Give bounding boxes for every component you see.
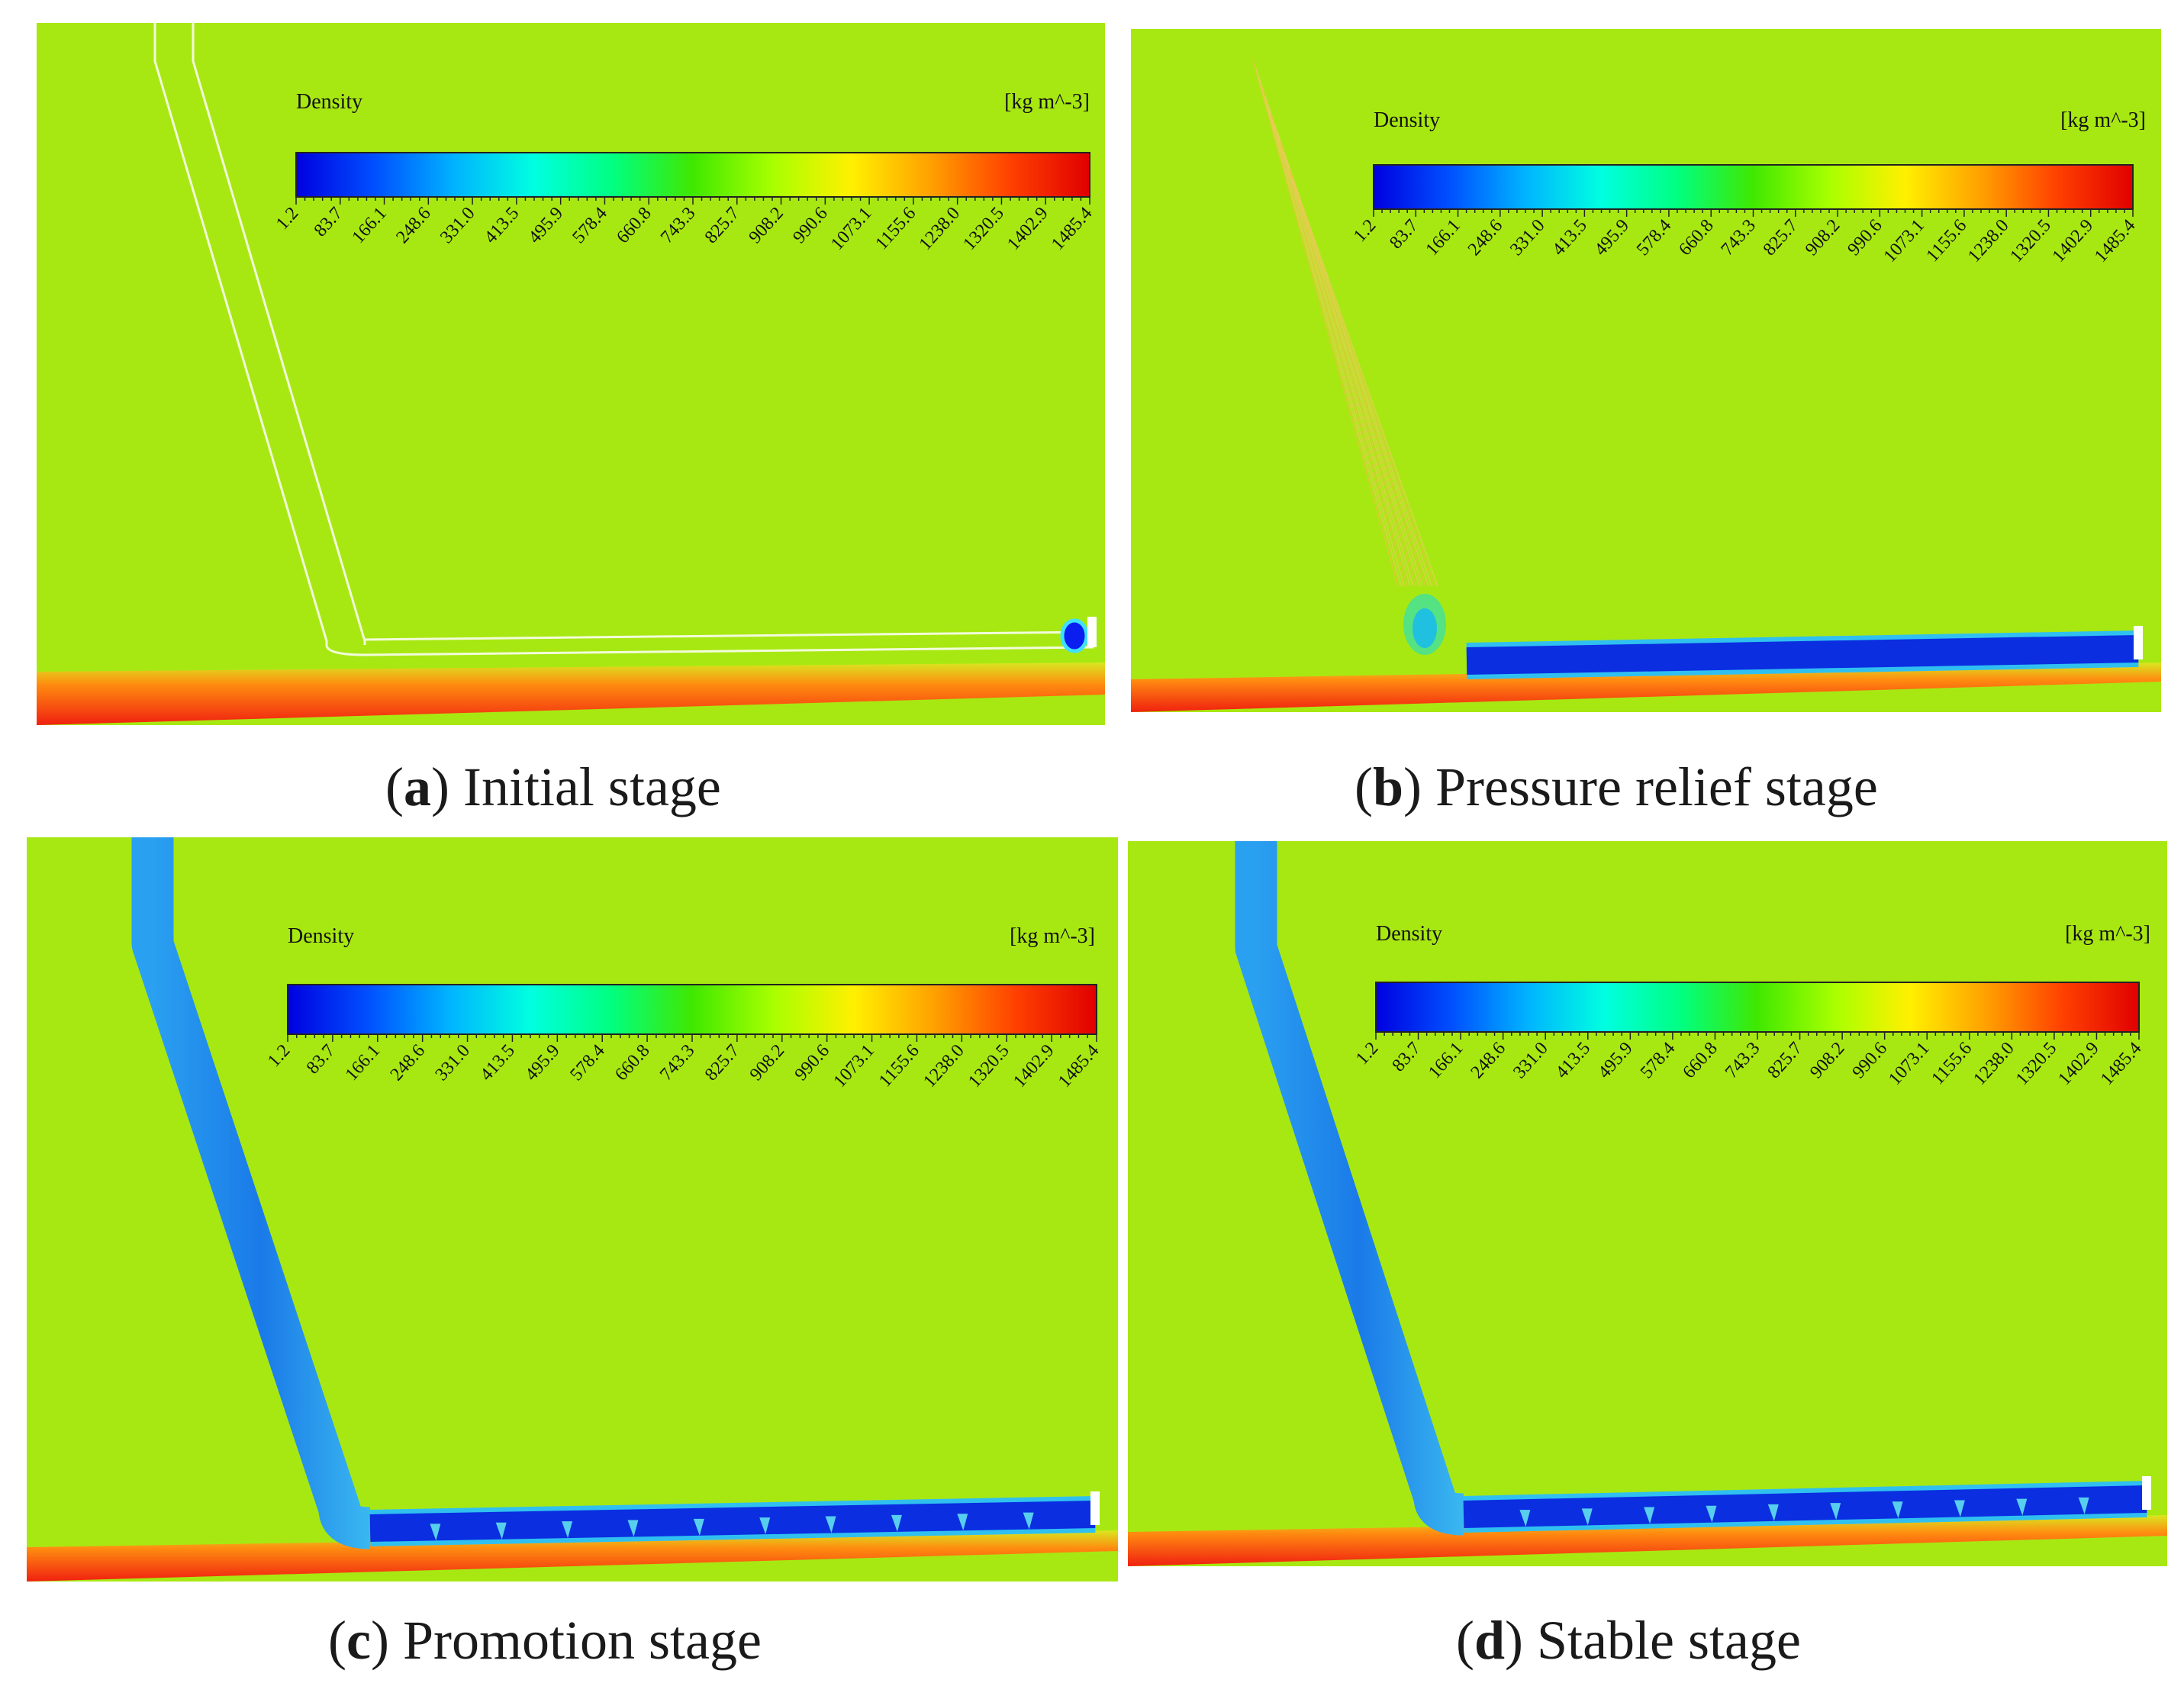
caption-c: (c) Promotion stage xyxy=(328,1610,762,1671)
jet-plume xyxy=(2016,1498,2028,1516)
colorbar-units: [kg m^-3] xyxy=(1004,90,1090,114)
density-contour-plot: 1.2 83.7 166.1 248.6 331.0 413.5 495.9 578.4 660… xyxy=(27,837,1118,1582)
jet-plume xyxy=(1644,1507,1655,1524)
contour-line xyxy=(1292,178,1438,587)
panel-d: 1.2 83.7 166.1 248.6 331.0 413.5 495.9 578.4 660… xyxy=(1128,841,2167,1566)
contour-line xyxy=(1255,68,1402,587)
density-contour-plot: 1.2 83.7 166.1 248.6 331.0 413.5 495.9 578.4 660… xyxy=(1128,841,2167,1566)
colorbar-units: [kg m^-3] xyxy=(1010,924,1095,948)
jet-plume xyxy=(1830,1503,1841,1520)
horizontal-channel xyxy=(369,1501,1096,1542)
jet-plume xyxy=(1767,1504,1779,1521)
vertical-inclined-pipe xyxy=(1235,841,1464,1536)
colorbar xyxy=(1373,164,2134,210)
density-field xyxy=(1128,841,2167,1566)
caption-letter: b xyxy=(1372,756,1404,817)
panel-c: 1.2 83.7 166.1 248.6 331.0 413.5 495.9 578.4 660… xyxy=(27,837,1118,1582)
caption-b: (b) Pressure relief stage xyxy=(1355,756,1878,817)
panel-a: 1.2 83.7 166.1 248.6 331.0 413.5 495.9 578.4 660… xyxy=(37,23,1105,725)
jet-plume xyxy=(891,1514,902,1532)
mixing-zone-core xyxy=(1413,608,1437,648)
colorbar-units: [kg m^-3] xyxy=(2060,108,2146,132)
jet-plume xyxy=(1706,1505,1717,1523)
density-field xyxy=(37,23,1105,725)
outlet-marker xyxy=(1090,1491,1100,1525)
colorbar xyxy=(1375,982,2140,1033)
colorbar-ticks xyxy=(295,197,1090,205)
jet-plume xyxy=(562,1521,573,1539)
jet-plume xyxy=(825,1516,836,1533)
jet-plume xyxy=(1519,1510,1531,1527)
jet-plume xyxy=(1892,1501,1903,1519)
high-density-floor xyxy=(1128,1515,2167,1566)
colorbar-title: Density xyxy=(288,924,354,948)
horizontal-channel xyxy=(1466,635,2139,675)
jet-plume xyxy=(759,1517,771,1535)
channel-outline-left xyxy=(153,23,1094,656)
colorbar xyxy=(295,152,1090,198)
colorbar-title: Density xyxy=(1374,108,1440,132)
horizontal-channel xyxy=(1463,1485,2147,1528)
jet-plume xyxy=(957,1514,968,1531)
outlet-marker xyxy=(2134,626,2143,659)
density-contour-plot: 1.2 83.7 166.1 248.6 331.0 413.5 495.9 578.4 660… xyxy=(37,23,1105,725)
caption-d: (d) Stable stage xyxy=(1456,1610,1801,1671)
contour-line xyxy=(1258,77,1405,587)
caption-label: Pressure relief stage xyxy=(1435,756,1878,817)
density-contour-plot: 1.2 83.7 166.1 248.6 331.0 413.5 495.9 578.4 660… xyxy=(1131,29,2161,712)
low-density-pocket xyxy=(1060,618,1089,653)
jet-plume xyxy=(1954,1500,1965,1517)
jet-plume xyxy=(627,1520,639,1537)
caption-a: (a) Initial stage xyxy=(385,756,721,817)
contour-line xyxy=(1252,59,1399,587)
caption-label: Stable stage xyxy=(1537,1610,1801,1671)
jet-plume xyxy=(495,1522,507,1540)
caption-letter: c xyxy=(346,1610,371,1671)
jet-plume xyxy=(2078,1497,2089,1514)
colorbar-title: Density xyxy=(1376,922,1442,946)
density-field xyxy=(27,837,1118,1582)
outlet-marker xyxy=(2142,1476,2151,1510)
jet-plume xyxy=(1581,1508,1593,1526)
caption-letter: d xyxy=(1474,1610,1506,1671)
colorbar-ticks xyxy=(287,1034,1097,1042)
high-density-floor xyxy=(27,1530,1118,1582)
colorbar-title: Density xyxy=(296,90,362,114)
outlet-marker xyxy=(1087,617,1097,647)
colorbar-ticks xyxy=(1375,1032,2140,1040)
jet-plume xyxy=(430,1523,441,1541)
colorbar-units: [kg m^-3] xyxy=(2065,922,2150,946)
panel-b: 1.2 83.7 166.1 248.6 331.0 413.5 495.9 578.4 660… xyxy=(1131,29,2161,712)
jet-plume xyxy=(1023,1512,1034,1530)
caption-label: Promotion stage xyxy=(402,1610,762,1671)
channel-outline-right xyxy=(192,23,1094,645)
vertical-inclined-pipe xyxy=(131,837,372,1549)
colorbar xyxy=(287,984,1097,1035)
caption-label: Initial stage xyxy=(462,756,721,817)
high-density-floor xyxy=(37,663,1105,725)
jet-plume xyxy=(693,1518,704,1536)
density-field xyxy=(1131,29,2161,712)
high-density-floor xyxy=(1131,663,2161,712)
colorbar-ticks xyxy=(1373,209,2134,217)
caption-letter: a xyxy=(403,756,431,817)
